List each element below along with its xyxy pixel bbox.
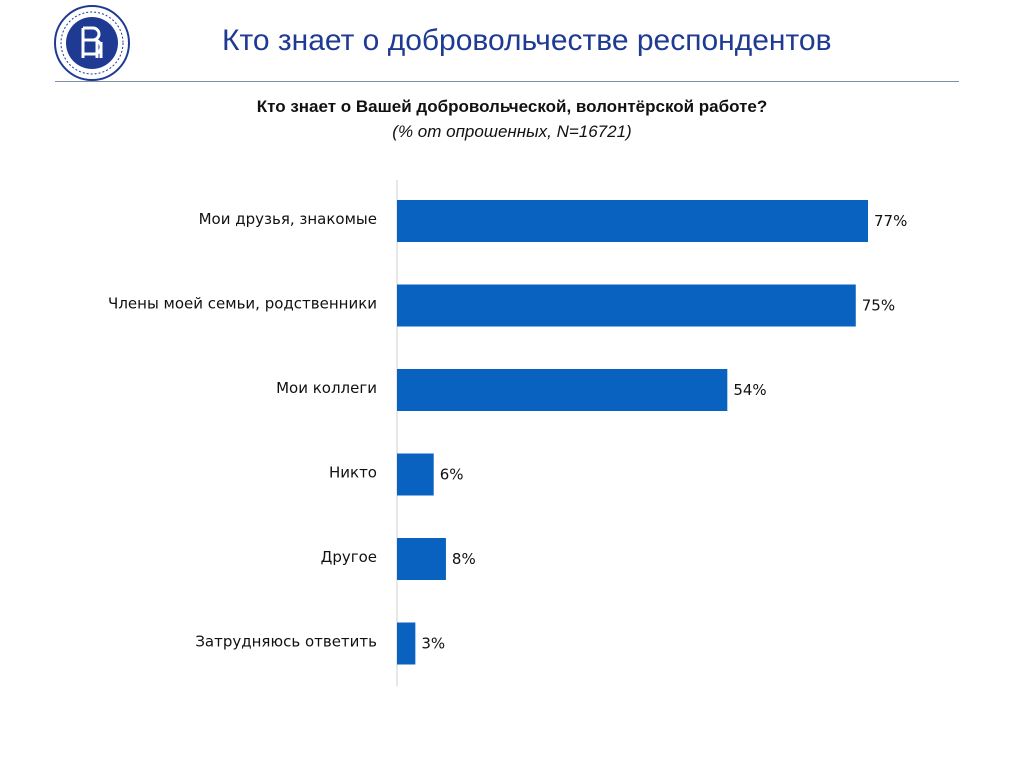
bar — [397, 200, 869, 242]
value-label: 75% — [862, 297, 895, 315]
value-label: 54% — [733, 381, 766, 399]
hse-logo-icon — [54, 5, 130, 81]
chart-subtitle: (% от опрошенных, N=16721) — [392, 122, 632, 141]
category-label: Мои коллеги — [276, 379, 377, 397]
bar — [397, 538, 446, 580]
value-label: 6% — [440, 466, 464, 484]
category-label: Затрудняюсь ответить — [195, 633, 377, 651]
category-label: Мои друзья, знакомые — [199, 210, 377, 228]
value-label: 77% — [874, 212, 907, 230]
bar — [397, 369, 728, 411]
bar — [397, 622, 416, 665]
category-label: Другое — [321, 548, 377, 566]
value-label: 8% — [452, 550, 476, 568]
slide-title: Кто знает о добровольчестве респондентов — [222, 24, 832, 57]
title-divider — [55, 81, 959, 82]
chart-title: Кто знает о Вашей добровольческой, волон… — [256, 97, 768, 116]
bar — [397, 284, 856, 327]
category-label: Никто — [329, 464, 377, 482]
category-label: Члены моей семьи, родственники — [108, 295, 377, 313]
bar — [397, 453, 434, 496]
value-label: 3% — [421, 635, 445, 653]
